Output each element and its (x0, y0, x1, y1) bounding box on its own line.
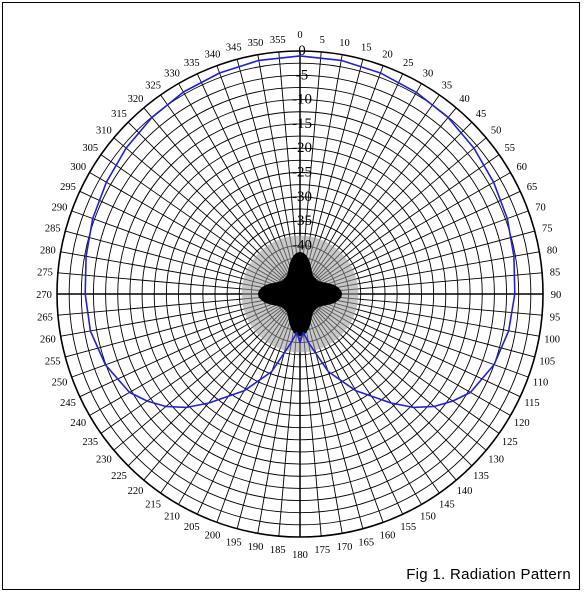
radial-tick-label: -35 (292, 213, 312, 229)
angle-tick-label: 35 (442, 80, 453, 91)
angle-tick-label: 115 (524, 398, 539, 409)
angle-tick-label: 180 (292, 550, 308, 561)
angle-tick-label: 340 (205, 49, 221, 60)
angle-tick-label: 265 (37, 312, 53, 323)
angle-tick-label: 5 (320, 35, 325, 46)
angle-tick-label: 280 (40, 246, 56, 257)
angle-tick-label: 245 (60, 398, 76, 409)
angle-tick-label: 330 (164, 68, 180, 79)
angle-tick-label: 355 (270, 35, 286, 46)
angle-tick-label: 45 (476, 109, 487, 120)
angle-tick-label: 350 (248, 38, 264, 49)
radial-tick-label: 0 (298, 43, 306, 59)
angle-tick-label: 120 (514, 418, 530, 429)
angle-tick-label: 205 (184, 522, 200, 533)
angle-tick-label: 160 (380, 531, 396, 542)
angle-tick-label: 215 (145, 500, 161, 511)
radial-tick-label: -20 (292, 140, 312, 156)
angle-tick-label: 235 (82, 437, 98, 448)
radial-tick-label: -10 (292, 92, 312, 108)
angle-tick-label: 105 (539, 356, 555, 367)
angle-tick-label: 70 (535, 202, 546, 213)
angle-tick-label: 85 (550, 268, 561, 279)
angle-tick-label: 95 (550, 312, 561, 323)
angle-tick-label: 335 (184, 58, 200, 69)
angle-tick-label: 60 (516, 162, 527, 173)
angle-tick-label: 25 (403, 58, 414, 69)
radial-tick-label: -30 (292, 189, 312, 205)
angle-tick-label: 250 (52, 378, 68, 389)
angle-tick-label: 65 (527, 182, 538, 193)
radial-tick-labels: 0 -5 -10 -15 -20 -25 -30 -35 -40 (292, 43, 312, 253)
angle-tick-label: 230 (96, 455, 112, 466)
angle-tick-label: 0 (297, 30, 302, 41)
angle-tick-label: 90 (551, 290, 562, 301)
angle-tick-label: 270 (36, 290, 52, 301)
angle-tick-label: 80 (547, 246, 558, 257)
angle-tick-label: 130 (488, 455, 504, 466)
angle-tick-label: 20 (382, 49, 393, 60)
polar-radiation-chart: 0 -5 -10 -15 -20 -25 -30 -35 -40 0 5 10 15 20 25 30 35 4… (36, 30, 561, 561)
angle-tick-label: 295 (60, 182, 76, 193)
figure-caption: Fig 1. Radiation Pattern (406, 566, 571, 583)
angle-tick-label: 220 (128, 486, 144, 497)
angle-tick-label: 195 (226, 537, 242, 548)
angle-tick-label: 145 (439, 500, 455, 511)
radial-tick-label: -25 (292, 165, 312, 181)
angle-tick-label: 200 (205, 531, 221, 542)
angle-tick-label: 315 (111, 109, 127, 120)
angle-tick-label: 185 (270, 545, 286, 556)
angle-tick-label: 175 (314, 545, 330, 556)
angle-tick-label: 155 (400, 522, 416, 533)
radial-tick-label: -40 (292, 237, 312, 253)
angle-tick-label: 275 (37, 268, 53, 279)
angle-tick-label: 285 (45, 224, 61, 235)
angle-tick-label: 55 (504, 143, 515, 154)
figure-frame: 0 -5 -10 -15 -20 -25 -30 -35 -40 0 5 10 15 20 25 30 35 4… (2, 2, 580, 590)
angle-tick-label: 190 (248, 542, 264, 553)
angle-tick-label: 110 (533, 378, 548, 389)
angle-tick-label: 210 (164, 512, 180, 523)
angle-tick-label: 30 (423, 68, 434, 79)
angle-tick-label: 100 (544, 334, 560, 345)
angle-tick-label: 10 (339, 38, 350, 49)
angle-tick-label: 325 (145, 80, 161, 91)
chart-center-core (241, 235, 359, 353)
angle-tick-label: 260 (40, 334, 56, 345)
angle-tick-label: 310 (96, 125, 112, 136)
angle-tick-label: 320 (128, 94, 144, 105)
angle-tick-label: 150 (420, 512, 436, 523)
angle-tick-label: 290 (52, 202, 68, 213)
angle-tick-label: 225 (111, 471, 127, 482)
angle-tick-label: 15 (361, 43, 372, 54)
angle-tick-label: 345 (226, 43, 242, 54)
angle-tick-label: 240 (70, 418, 86, 429)
angle-tick-label: 165 (358, 537, 374, 548)
series-layer (84, 55, 516, 409)
angle-tick-label: 40 (459, 94, 470, 105)
angle-tick-label: 300 (70, 162, 86, 173)
angle-tick-label: 135 (473, 471, 489, 482)
radial-tick-label: -15 (292, 116, 312, 132)
angle-tick-label: 305 (82, 143, 98, 154)
angle-tick-label: 255 (45, 356, 61, 367)
angle-tick-label: 140 (457, 486, 473, 497)
angle-tick-label: 75 (542, 224, 553, 235)
angle-tick-label: 125 (502, 437, 518, 448)
radial-tick-label: -5 (296, 67, 309, 83)
center-blob (258, 252, 342, 336)
angle-tick-label: 50 (491, 125, 502, 136)
angle-tick-label: 170 (337, 542, 353, 553)
series-line (84, 55, 516, 409)
